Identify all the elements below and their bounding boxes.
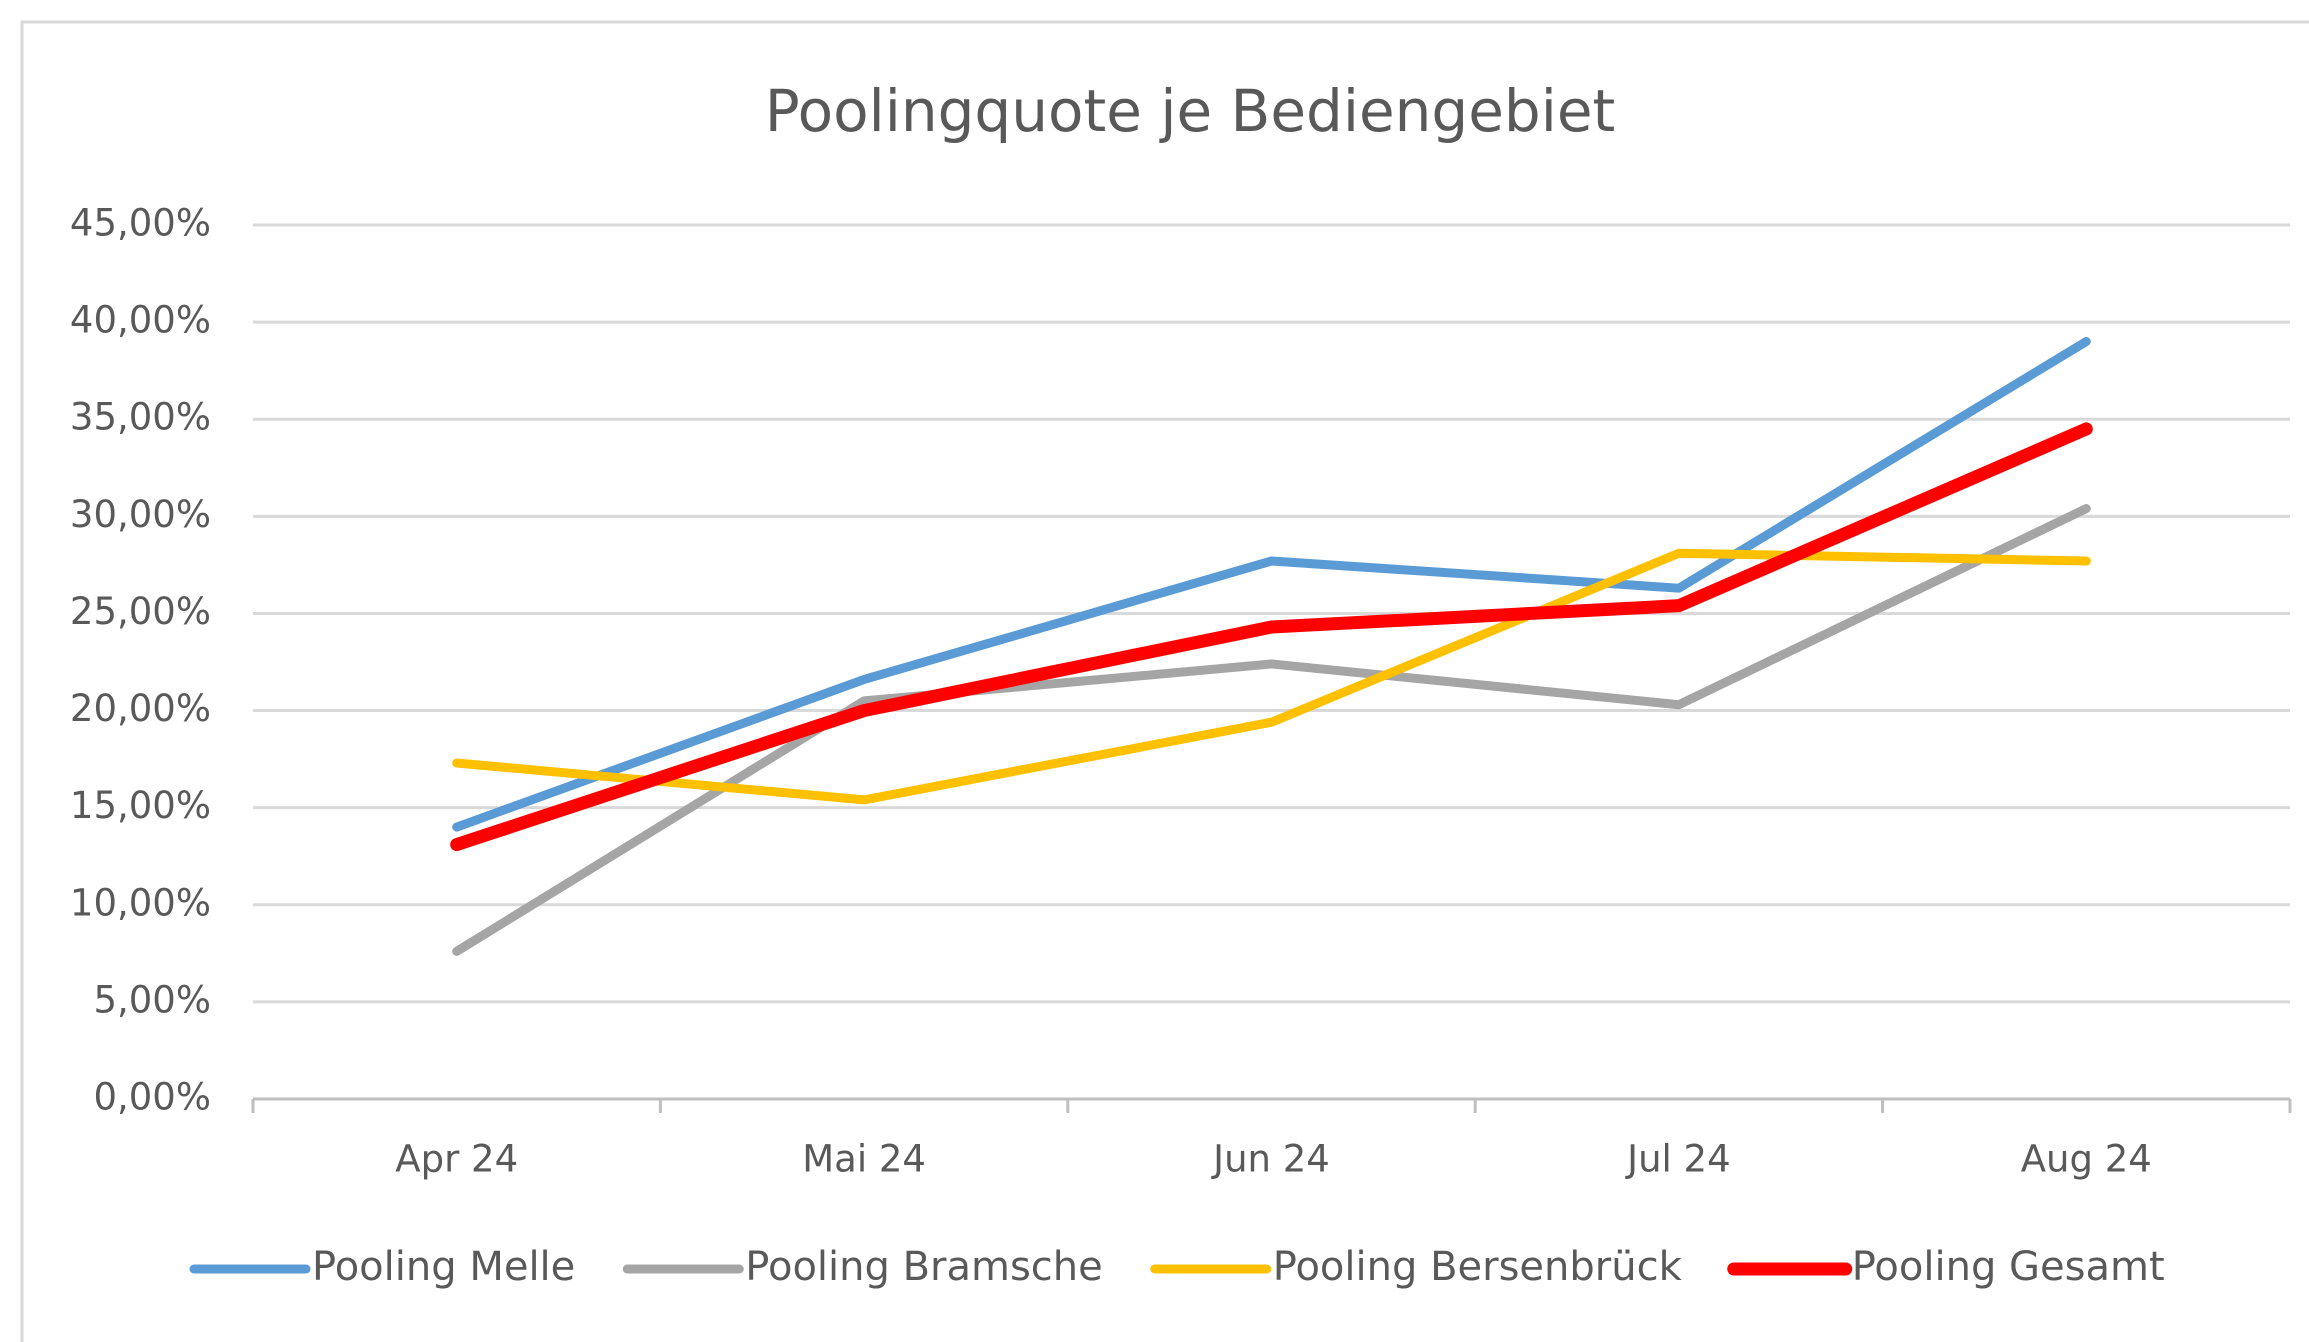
x-tick-label: Aug 24 bbox=[2021, 1138, 2152, 1181]
y-tick-label: 0,00% bbox=[93, 1076, 211, 1119]
y-tick-label: 35,00% bbox=[70, 396, 211, 439]
chart-title: Poolingquote je Bediengebiet bbox=[765, 77, 1616, 145]
y-tick-label: 15,00% bbox=[70, 784, 211, 827]
y-tick-label: 20,00% bbox=[70, 687, 211, 730]
y-tick-label: 30,00% bbox=[70, 493, 211, 536]
chart-border bbox=[20, 20, 2309, 1342]
legend-label: Pooling Gesamt bbox=[1852, 1244, 2165, 1290]
y-tick-label: 40,00% bbox=[70, 299, 211, 342]
y-tick-label: 5,00% bbox=[93, 978, 211, 1021]
series-line bbox=[452, 548, 2091, 805]
x-tick-label: Apr 24 bbox=[395, 1138, 518, 1181]
series-line bbox=[450, 422, 2093, 852]
x-tick-label: Jul 24 bbox=[1625, 1138, 1730, 1181]
legend-label: Pooling Bersenbrück bbox=[1273, 1244, 1683, 1290]
legend-label: Pooling Melle bbox=[312, 1244, 575, 1290]
x-tick-label: Mai 24 bbox=[802, 1138, 926, 1181]
y-tick-label: 45,00% bbox=[70, 202, 211, 245]
y-tick-label: 25,00% bbox=[70, 590, 211, 633]
y-tick-label: 10,00% bbox=[70, 881, 211, 924]
legend-label: Pooling Bramsche bbox=[745, 1244, 1102, 1290]
series-line bbox=[452, 337, 2091, 832]
x-tick-label: Jun 24 bbox=[1211, 1138, 1330, 1181]
